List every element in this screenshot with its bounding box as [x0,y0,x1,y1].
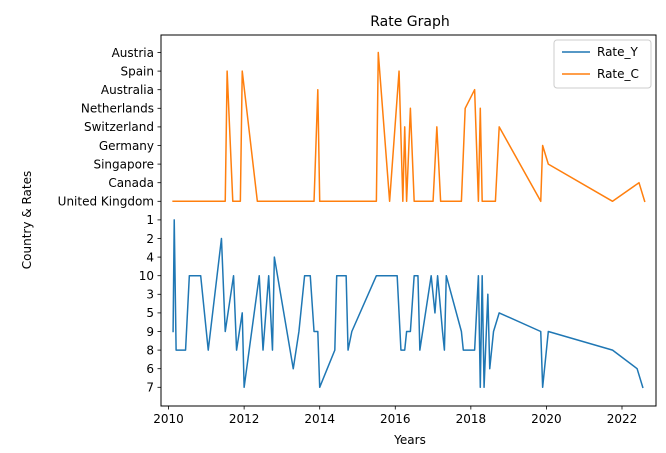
y-tick-label: 6 [146,362,154,376]
y-tick-label: Germany [99,139,154,153]
series-line-rate-c [172,51,646,203]
y-tick-label: Australia [101,83,154,97]
x-tick-label: 2016 [380,412,411,426]
y-tick-label: Canada [108,176,154,190]
legend: Rate_Y Rate_C [553,39,652,89]
y-tick-label: Spain [120,64,154,78]
y-tick-label: 1 [146,213,154,227]
y-tick-label: United Kingdom [58,195,154,209]
y-tick-label: 3 [146,288,154,302]
x-axis-label: Years [393,433,426,447]
y-tick-label: Singapore [93,157,154,171]
chart-title: Rate Graph [370,14,450,30]
y-tick-label: Switzerland [84,120,154,134]
x-tick-label: 2014 [304,412,335,426]
x-tick-label: 2022 [607,412,638,426]
y-axis-ticks: 7 6 8 9 5 3 10 4 2 1 United Kingdom Canada Singapore… [58,46,161,395]
x-tick-label: 2018 [456,412,487,426]
x-axis-ticks: 2010 2012 2014 2016 2018 2020 2022 [153,406,637,426]
legend-label-rate-c: Rate_C [597,67,639,81]
plot-frame [160,34,657,407]
y-tick-label: 2 [146,232,154,246]
y-tick-label: 10 [139,269,154,283]
y-tick-label: Netherlands [81,102,154,116]
x-tick-label: 2012 [229,412,260,426]
x-tick-label: 2020 [531,412,562,426]
series-line-rate-y [172,219,644,389]
y-tick-label: 4 [146,250,154,264]
y-tick-label: 7 [146,381,154,395]
x-tick-label: 2010 [153,412,184,426]
y-tick-label: 9 [146,325,154,339]
y-tick-label: 8 [146,343,154,357]
y-axis-label: Country & Rates [20,171,34,269]
series-layer [172,51,646,389]
legend-label-rate-y: Rate_Y [597,45,639,59]
y-tick-label: Austria [112,46,154,60]
y-tick-label: 5 [146,306,154,320]
